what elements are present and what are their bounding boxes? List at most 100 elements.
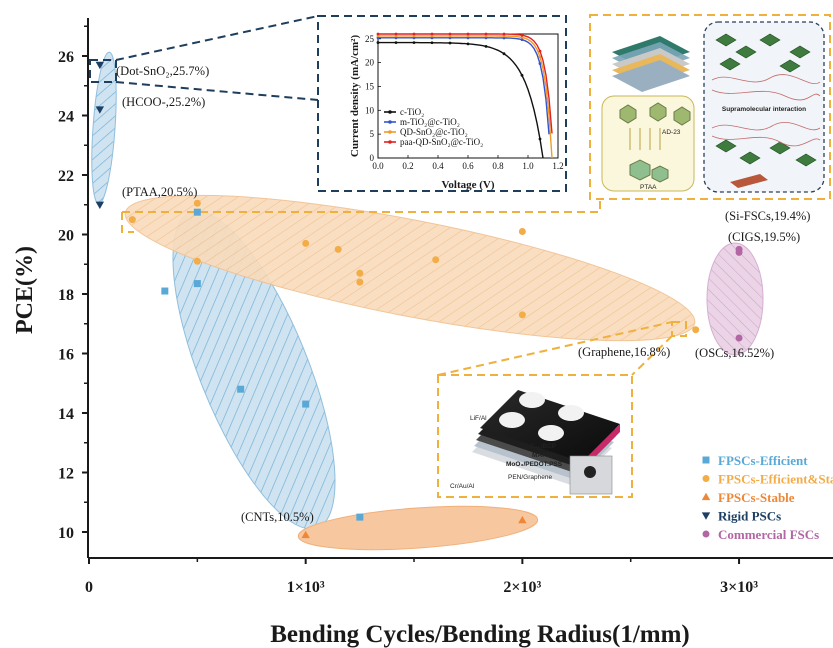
jv-curve-marker bbox=[484, 32, 488, 36]
polymer-chains bbox=[711, 74, 821, 147]
jv-curve-marker bbox=[502, 52, 506, 56]
jv-legend-marker bbox=[388, 120, 392, 124]
annotation-si-fscs: (Si-FSCs,19.4%) bbox=[725, 209, 810, 223]
jv-legend-label: m-TiO₂@c-TiO₂ bbox=[400, 117, 460, 127]
molecule-illustration bbox=[619, 102, 691, 183]
jv-curve-marker bbox=[502, 36, 506, 40]
y-tick-label: 16 bbox=[58, 347, 74, 364]
legend-marker-fpscs-efficient-stable bbox=[702, 475, 710, 482]
legend-marker-rigid-pscs bbox=[701, 512, 711, 520]
connector-bottom bbox=[115, 81, 319, 101]
legend-marker-fpscs-stable bbox=[701, 492, 711, 501]
jv-legend-label: QD-SnO₂@c-TiO₂ bbox=[400, 127, 468, 137]
jv-legend: c-TiO₂m-TiO₂@c-TiO₂QD-SnO₂@c-TiO₂paa-QD-… bbox=[384, 107, 483, 147]
inset-connectors-orange bbox=[121, 198, 687, 376]
fpscs-efficient-point bbox=[193, 208, 201, 216]
jv-y-axis-title: Current density (mA/cm²) bbox=[349, 35, 361, 158]
jv-curve-marker bbox=[376, 41, 380, 44]
connector-graphene bbox=[631, 335, 673, 376]
jv-inset: 0.0 0.2 0.4 0.6 0.8 1.0 1.2 0 5 10 15 20 25 c-TiO₂m-… bbox=[317, 15, 567, 192]
cluster-regions bbox=[91, 51, 764, 551]
y-axis-title: PCE(%) bbox=[12, 246, 38, 334]
molecular-inset: AD-23 PTAA Supramolecular interaction bbox=[589, 14, 831, 200]
rigid-pscs-point bbox=[95, 106, 105, 114]
jv-x-tick-label: 0.4 bbox=[432, 161, 444, 171]
jv-curve-marker bbox=[430, 32, 434, 36]
jv-curve-marker bbox=[412, 32, 416, 36]
rigid-pscs-point bbox=[95, 201, 105, 209]
fpscs-efficient-stable-point bbox=[356, 269, 364, 277]
jv-curve-marker bbox=[520, 38, 524, 42]
jv-curve-marker bbox=[538, 62, 542, 65]
device-label-lif-al: LiF/Al bbox=[470, 415, 487, 422]
x-tick-label: 3×10³ bbox=[720, 579, 758, 596]
fpscs-efficient-stable-point bbox=[193, 257, 201, 265]
fpscs-efficient-stable-point bbox=[356, 278, 364, 286]
y-tick-label: 24 bbox=[58, 109, 74, 126]
fpscs-efficient-stable-point bbox=[518, 228, 526, 236]
y-tick-label: 18 bbox=[58, 287, 74, 304]
jv-y-tick-label: 0 bbox=[370, 153, 375, 163]
jv-curve-marker bbox=[502, 32, 506, 36]
inset-connectors bbox=[89, 15, 319, 101]
x-tick-label: 0 bbox=[85, 579, 93, 596]
connector-graphene-b bbox=[437, 321, 673, 376]
annotation-dot-sno2: (Dot-SnO₂,25.7%) bbox=[116, 64, 209, 78]
fpscs-efficient-stable-point bbox=[518, 311, 526, 319]
fpscs-efficient-stable-point bbox=[302, 239, 310, 247]
fpscs-stable-point bbox=[301, 530, 310, 539]
chart-legend: FPSCs-Efficient FPSCs-Efficient&Stable FPS… bbox=[701, 453, 833, 542]
fpscs-efficient-point bbox=[237, 385, 245, 393]
jv-x-tick-label: 0.0 bbox=[372, 161, 384, 171]
jv-curve-marker bbox=[538, 55, 542, 59]
fpscs-efficient-stable-point bbox=[432, 256, 440, 264]
legend-label-commercial-fscs: Commercial FSCs bbox=[718, 527, 819, 542]
fpscs-stable-region bbox=[297, 505, 539, 551]
fpscs-efficient-point bbox=[193, 280, 201, 288]
annotation-oscs: (OSCs,16.52%) bbox=[695, 346, 774, 360]
fpscs-efficient-stable-point bbox=[334, 245, 342, 253]
jv-curve-marker bbox=[376, 32, 380, 36]
annotation-cnts: (CNTs,10.5%) bbox=[241, 510, 314, 524]
jv-legend-marker bbox=[388, 130, 392, 134]
jv-curve-marker bbox=[484, 44, 488, 48]
jv-curve bbox=[378, 41, 544, 159]
y-tick-label: 22 bbox=[58, 168, 74, 185]
jv-legend-label: c-TiO₂ bbox=[400, 107, 424, 117]
jv-x-tick-label: 0.6 bbox=[462, 161, 474, 171]
commercial-fscs-point bbox=[735, 334, 743, 342]
jv-y-tick-label: 20 bbox=[365, 58, 375, 68]
y-tick-label: 20 bbox=[58, 228, 74, 245]
jv-curve-marker bbox=[448, 41, 452, 45]
device-label-mapbi3: MAPbI₃ bbox=[532, 452, 555, 459]
jv-curve-marker bbox=[538, 49, 542, 53]
jv-curve-marker bbox=[430, 41, 434, 45]
legend-label-rigid-pscs: Rigid PSCs bbox=[718, 509, 781, 524]
graphene-callout-box bbox=[671, 321, 687, 337]
fpscs-efficient-point bbox=[356, 513, 364, 521]
x-axis-ticks: 0 1×10³ 2×10³ 3×10³ bbox=[85, 558, 758, 596]
connector-top bbox=[115, 15, 319, 61]
jv-y-tick-label: 10 bbox=[365, 105, 375, 115]
jv-curve-marker bbox=[502, 34, 506, 38]
perovskite-octahedra bbox=[715, 33, 817, 167]
annotation-cigs: (CIGS,19.5%) bbox=[728, 230, 800, 244]
jv-curve-marker bbox=[520, 33, 524, 37]
fpscs-efficient-stable-point bbox=[128, 216, 136, 224]
jv-legend-marker bbox=[388, 140, 392, 144]
data-markers bbox=[95, 61, 743, 539]
jv-curve-marker bbox=[394, 41, 398, 44]
jv-x-tick-label: 0.8 bbox=[492, 161, 504, 171]
x-tick-label: 1×10³ bbox=[287, 579, 325, 596]
device-label-c60-bcp: C₆₀/BCP bbox=[530, 443, 557, 450]
x-tick-label: 2×10³ bbox=[503, 579, 541, 596]
molecule-label-ptaa: PTAA bbox=[640, 184, 657, 191]
jv-y-tick-label: 25 bbox=[365, 34, 375, 44]
jv-curve-marker bbox=[466, 32, 470, 36]
fpscs-efficient-stable-point bbox=[193, 199, 201, 207]
jv-curves bbox=[376, 32, 553, 159]
device-label-pen-graphene: PEN/Graphene bbox=[508, 474, 552, 481]
axes: 10 12 14 16 18 20 22 24 26 0 1×10³ 2×10³ 3×10³ bbox=[58, 18, 833, 596]
device-label-moo3: MoO₃/PEDOT:PSS bbox=[506, 461, 563, 468]
dot-sno2-callout-box bbox=[89, 59, 117, 83]
